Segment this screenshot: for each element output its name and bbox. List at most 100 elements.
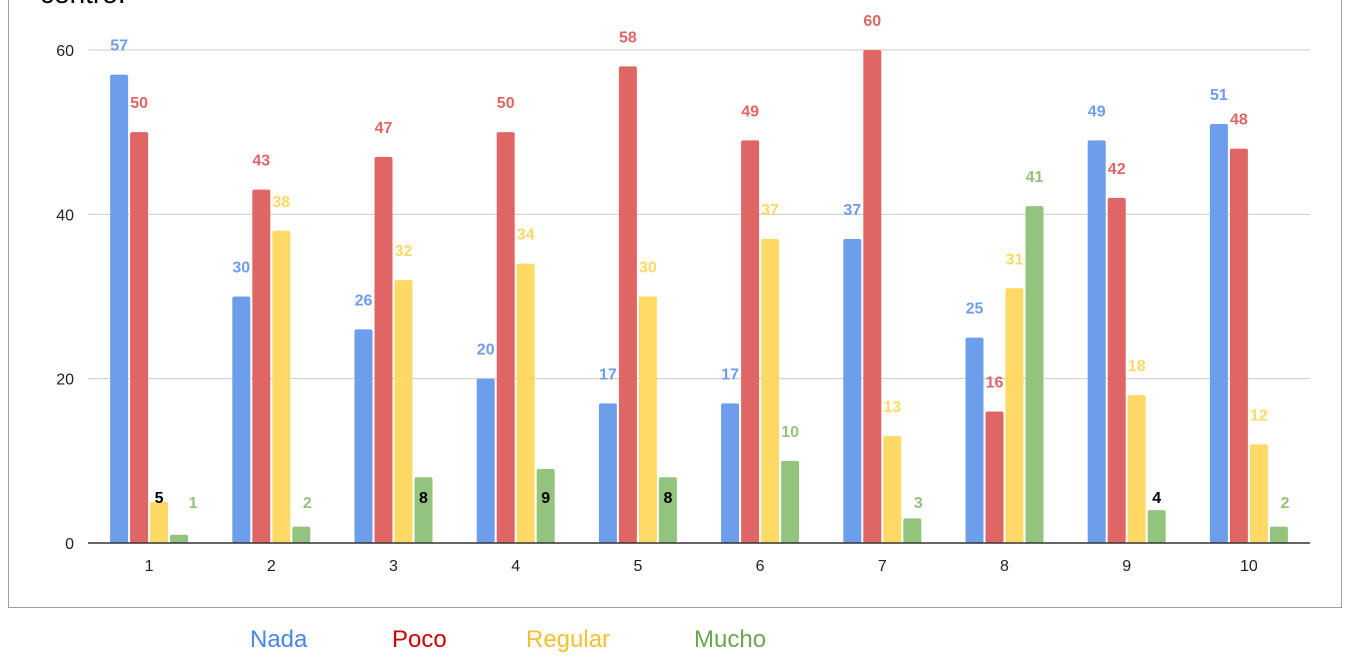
bar-nada (843, 238, 862, 543)
x-tick-label: 2 (267, 558, 276, 575)
data-label: 2 (1280, 495, 1289, 512)
data-label: 37 (761, 202, 779, 219)
bar-regular (516, 263, 535, 543)
bar-nada (476, 378, 495, 543)
data-label: 49 (741, 103, 759, 120)
chart-frame (8, 0, 1342, 608)
bar-poco (1107, 197, 1126, 543)
data-label: 13 (883, 399, 901, 416)
data-label: 8 (663, 490, 672, 507)
data-label: 25 (966, 301, 984, 318)
bar-poco (496, 132, 515, 543)
bar-regular (638, 296, 657, 543)
legend-item-poco: Poco (392, 626, 447, 653)
data-label: 3 (914, 495, 923, 512)
bar-regular (272, 230, 291, 543)
bar-poco (741, 140, 760, 543)
data-label: 2 (303, 495, 312, 512)
bar-poco (618, 66, 637, 543)
bar-nada (1087, 140, 1106, 543)
bar-nada (598, 403, 617, 543)
x-tick-label: 7 (878, 558, 887, 575)
bar-mucho (1025, 206, 1044, 543)
data-label: 34 (517, 227, 535, 244)
data-label: 5 (155, 490, 164, 507)
data-label: 4 (1152, 490, 1161, 507)
data-label: 30 (232, 260, 250, 277)
bar-nada (721, 403, 740, 543)
data-label: 49 (1088, 103, 1106, 120)
data-label: 51 (1210, 87, 1228, 104)
bar-poco (863, 50, 882, 543)
data-label: 9 (541, 490, 550, 507)
bar-regular (1005, 288, 1024, 543)
data-label: 47 (375, 120, 393, 137)
data-label: 58 (619, 29, 637, 46)
data-label: 43 (252, 153, 270, 170)
data-label: 1 (189, 495, 198, 512)
y-tick-label: 40 (56, 207, 74, 224)
bar-nada (965, 337, 984, 543)
bar-regular (1127, 395, 1146, 543)
bar-poco (374, 156, 393, 544)
bar-poco (130, 132, 149, 543)
bar-mucho (1147, 510, 1166, 543)
legend-item-regular: Regular (526, 626, 611, 653)
x-tick-label: 10 (1240, 558, 1258, 575)
bar-mucho (1269, 526, 1288, 543)
bar-regular (761, 238, 780, 543)
data-label: 16 (986, 375, 1004, 392)
bar-mucho (781, 460, 800, 543)
data-label: 41 (1026, 169, 1044, 186)
bar-mucho (658, 477, 677, 543)
bar-mucho (414, 477, 433, 543)
data-label: 60 (863, 13, 881, 30)
data-label: 57 (110, 38, 128, 55)
bar-poco (1229, 148, 1248, 543)
bar-regular (394, 280, 413, 543)
bar-regular (1249, 444, 1268, 543)
bar-mucho (170, 534, 189, 543)
bar-poco (985, 411, 1004, 543)
bar-regular (150, 501, 169, 543)
data-label: 42 (1108, 161, 1126, 178)
data-label: 18 (1128, 358, 1146, 375)
legend: Nada Poco Regular Mucho (0, 626, 1346, 658)
x-tick-label: 8 (1000, 558, 1009, 575)
bar-nada (110, 74, 129, 544)
data-label: 30 (639, 260, 657, 277)
data-label: 10 (781, 424, 799, 441)
x-tick-label: 6 (756, 558, 765, 575)
bar-nada (1209, 123, 1228, 543)
x-tick-label: 3 (389, 558, 398, 575)
legend-item-mucho: Mucho (694, 626, 767, 653)
data-label: 8 (419, 490, 428, 507)
data-label: 37 (843, 202, 861, 219)
y-tick-label: 20 (56, 372, 74, 389)
data-label: 38 (272, 194, 290, 211)
bar-mucho (536, 469, 555, 543)
data-label: 31 (1006, 251, 1024, 268)
legend-item-nada: Nada (250, 626, 308, 653)
data-label: 48 (1230, 112, 1248, 129)
chart-title: centro. (40, 0, 126, 10)
data-label: 12 (1250, 407, 1268, 424)
y-tick-label: 60 (56, 43, 74, 60)
data-label: 17 (599, 366, 617, 383)
x-tick-label: 1 (145, 558, 154, 575)
bar-mucho (903, 518, 922, 543)
y-tick-label: 0 (65, 536, 74, 553)
bar-nada (232, 296, 251, 543)
data-label: 26 (355, 292, 373, 309)
bar-regular (883, 436, 902, 543)
data-label: 32 (395, 243, 413, 260)
data-label: 20 (477, 342, 495, 359)
data-label: 17 (721, 366, 739, 383)
bar-nada (354, 329, 373, 543)
data-label: 50 (130, 95, 148, 112)
bar-mucho (292, 526, 311, 543)
bar-poco (252, 189, 271, 543)
x-tick-label: 9 (1122, 558, 1131, 575)
x-tick-label: 5 (633, 558, 642, 575)
